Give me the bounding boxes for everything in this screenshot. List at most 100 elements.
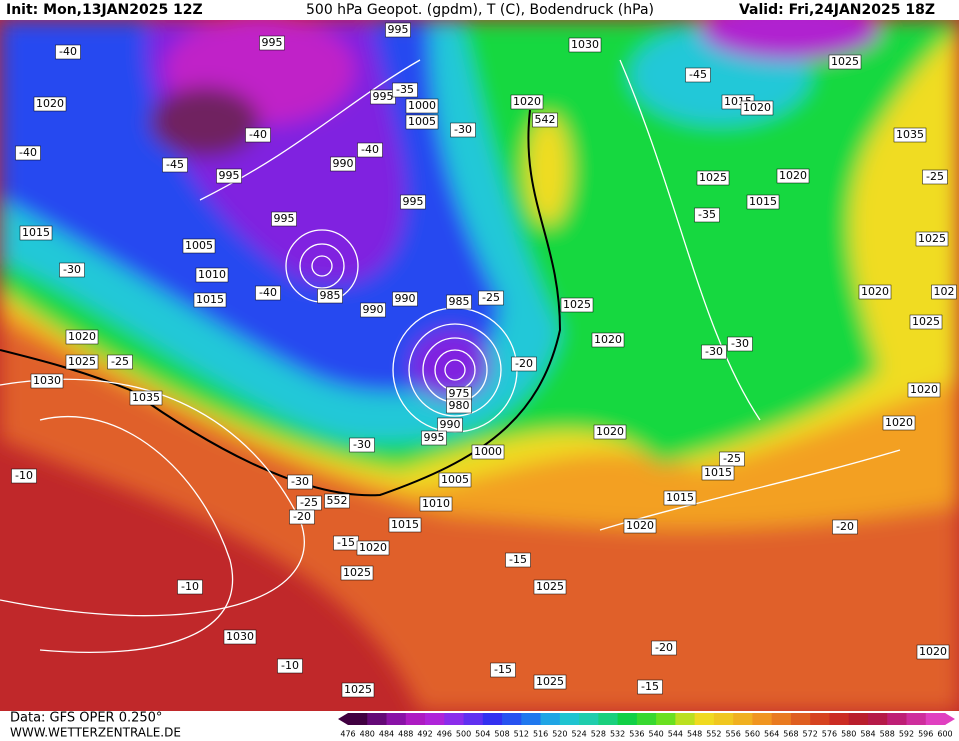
scale-cell [559, 713, 580, 725]
contour-label-box [330, 156, 356, 172]
contour-label: 1030 [226, 630, 254, 643]
contour-label-box [357, 142, 383, 158]
contour-label: -40 [361, 143, 379, 156]
contour-label-box [162, 157, 188, 173]
contour-label-box [510, 94, 544, 110]
contour-label-box [446, 294, 472, 310]
scale-label: 544 [668, 730, 683, 739]
contour-label: -40 [259, 286, 277, 299]
contour-label: 1025 [343, 566, 371, 579]
scale-cell [502, 713, 522, 725]
contour-label-box [177, 579, 203, 595]
scale-label: 584 [860, 730, 875, 739]
contour-label-box [317, 288, 343, 304]
contour-label: 1025 [68, 355, 96, 368]
scale-label: 492 [417, 730, 432, 739]
scale-label: 536 [629, 730, 644, 739]
contour-label: 1035 [896, 128, 924, 141]
contour-label-box [349, 437, 375, 453]
contour-label-box [882, 415, 916, 431]
map [0, 20, 959, 711]
contour-label: 995 [424, 431, 445, 444]
scale-cell [444, 713, 465, 725]
scale-label: 552 [706, 730, 721, 739]
scale-cell [867, 713, 888, 725]
scale-cell [656, 713, 676, 725]
contour-label-box [324, 493, 350, 509]
scale-label: 524 [571, 730, 586, 739]
contour-label: 1020 [919, 645, 947, 658]
contour-label-box [637, 679, 663, 695]
contour-label-box [245, 127, 271, 143]
contour-label: 1010 [422, 497, 450, 510]
contour-label: -40 [249, 128, 267, 141]
contour-label: 995 [373, 90, 394, 103]
contour-label: -35 [698, 208, 716, 221]
contour-label-box [909, 314, 943, 330]
scale-label: 576 [822, 730, 837, 739]
contour-label: 995 [262, 36, 283, 49]
valid-time: Valid: Fri,24JAN2025 18Z [739, 2, 935, 18]
scale-cell [386, 713, 407, 725]
contour-label-box [392, 82, 418, 98]
contour-label: 995 [274, 212, 295, 225]
contour-label: 995 [403, 195, 424, 208]
contour-label-box [340, 565, 374, 581]
contour-label: 1015 [391, 518, 419, 531]
contour-label: 990 [440, 418, 461, 431]
scale-label: 488 [398, 730, 413, 739]
contour-label-box [421, 430, 447, 446]
contour-label: 1005 [408, 115, 436, 128]
contour-label-box [828, 54, 862, 70]
contour-label-box [356, 540, 390, 556]
scale-label: 560 [745, 730, 760, 739]
contour-label: 1020 [885, 416, 913, 429]
contour-label-box [478, 290, 504, 306]
scale-label: 484 [379, 730, 394, 739]
contour-label-box [289, 509, 315, 525]
contour-label: -45 [166, 158, 184, 171]
contour-label: -15 [337, 536, 355, 549]
scale-cell [848, 713, 869, 725]
contour-label-box [776, 168, 810, 184]
scale-label: 580 [841, 730, 856, 739]
contour-label: -30 [731, 337, 749, 350]
contour-label-box [832, 519, 858, 535]
contour-label-box [727, 336, 753, 352]
contour-label: -25 [926, 170, 944, 183]
scale-cell [348, 713, 368, 725]
contour-label: 1025 [563, 298, 591, 311]
contour-label: 1005 [441, 473, 469, 486]
contour-label-box [287, 474, 313, 490]
contour-label-box [490, 662, 516, 678]
scale-label: 520 [552, 730, 567, 739]
scale-label: 568 [783, 730, 798, 739]
contour-label-box [471, 444, 505, 460]
contour-label: 1000 [408, 99, 436, 112]
contour-label: 1020 [513, 95, 541, 108]
contour-label-box [405, 114, 439, 130]
scale-cell [829, 713, 850, 725]
contour-label-box [893, 127, 927, 143]
contour-label: 985 [320, 289, 341, 302]
scale-label: 532 [610, 730, 625, 739]
contour-label: 1020 [779, 169, 807, 182]
scale-end [945, 713, 955, 725]
scale-cell [482, 713, 503, 725]
contour-label-box [360, 302, 386, 318]
contour-label: 1025 [536, 580, 564, 593]
scale-cell [617, 713, 638, 725]
scale-cell [713, 713, 734, 725]
contour-label: 1020 [594, 333, 622, 346]
contour-label-box [685, 67, 711, 83]
contour-label-box [701, 344, 727, 360]
contour-label-box [907, 382, 941, 398]
scale-label: 512 [514, 730, 529, 739]
scale-label: 572 [803, 730, 818, 739]
contour-label: -35 [396, 83, 414, 96]
contour-label-box [65, 329, 99, 345]
contour-label: 1015 [22, 226, 50, 239]
scale-cell [598, 713, 619, 725]
scale-cell [810, 713, 830, 725]
contour-label-box [623, 518, 657, 534]
